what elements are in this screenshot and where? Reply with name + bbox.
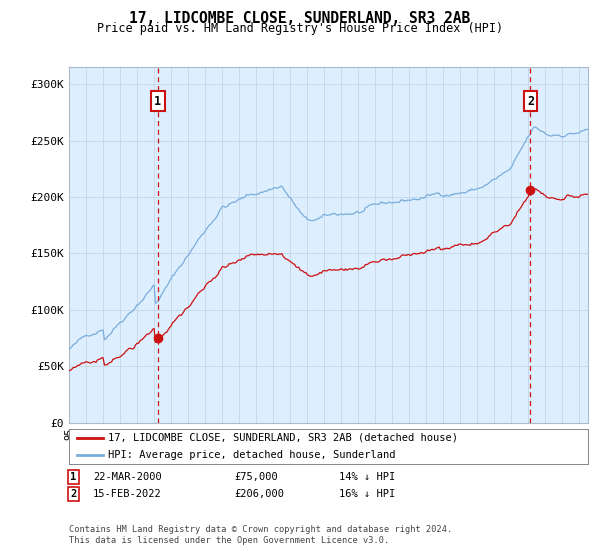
Text: 16% ↓ HPI: 16% ↓ HPI <box>339 489 395 499</box>
Text: 17, LIDCOMBE CLOSE, SUNDERLAND, SR3 2AB (detached house): 17, LIDCOMBE CLOSE, SUNDERLAND, SR3 2AB … <box>108 433 458 442</box>
Text: Contains HM Land Registry data © Crown copyright and database right 2024.
This d: Contains HM Land Registry data © Crown c… <box>69 525 452 545</box>
Text: 1: 1 <box>70 472 76 482</box>
Text: HPI: Average price, detached house, Sunderland: HPI: Average price, detached house, Sund… <box>108 450 395 460</box>
Text: £75,000: £75,000 <box>234 472 278 482</box>
Text: 2: 2 <box>70 489 76 499</box>
Text: 15-FEB-2022: 15-FEB-2022 <box>93 489 162 499</box>
Text: £206,000: £206,000 <box>234 489 284 499</box>
Text: 1: 1 <box>154 95 161 108</box>
Text: 14% ↓ HPI: 14% ↓ HPI <box>339 472 395 482</box>
Text: Price paid vs. HM Land Registry's House Price Index (HPI): Price paid vs. HM Land Registry's House … <box>97 22 503 35</box>
Text: 2: 2 <box>527 95 534 108</box>
Text: 22-MAR-2000: 22-MAR-2000 <box>93 472 162 482</box>
Text: 17, LIDCOMBE CLOSE, SUNDERLAND, SR3 2AB: 17, LIDCOMBE CLOSE, SUNDERLAND, SR3 2AB <box>130 11 470 26</box>
